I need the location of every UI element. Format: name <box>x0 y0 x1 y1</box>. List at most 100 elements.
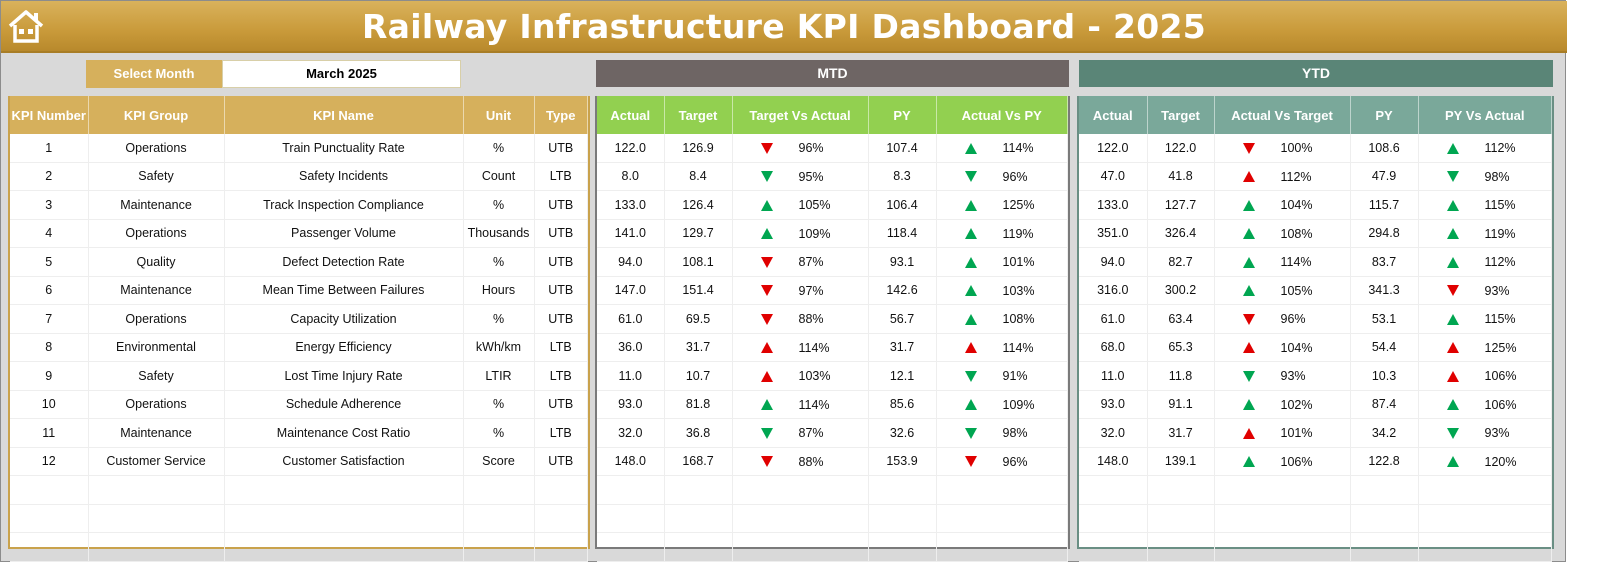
column-header: Actual <box>1079 96 1148 134</box>
table-row: 11 Maintenance Maintenance Cost Ratio% LTB <box>10 418 588 448</box>
kpi-type: LTB <box>534 333 588 362</box>
ytd-py <box>1350 532 1419 562</box>
table-row: 61.0 69.5 88% 56.7 108% <box>597 304 1068 334</box>
mtd-target <box>664 475 733 505</box>
table-row <box>597 532 1068 562</box>
triangle-up-icon <box>1446 142 1459 154</box>
kpi-type: UTB <box>534 304 588 334</box>
percent-value: 100% <box>1280 141 1313 156</box>
table-row: 36.0 31.7 114% 31.7 114% <box>597 333 1068 362</box>
table-row <box>1079 532 1552 562</box>
kpi-unit: % <box>463 304 535 334</box>
mtd-py: 56.7 <box>868 304 937 334</box>
kpi-type: LTB <box>534 361 588 391</box>
ytd-py: 53.1 <box>1350 304 1419 334</box>
home-icon[interactable] <box>7 8 45 44</box>
column-header: KPI Number <box>10 96 89 134</box>
triangle-up-icon <box>964 199 977 211</box>
month-selector[interactable]: March 2025 <box>222 60 461 88</box>
triangle-down-icon <box>760 456 773 468</box>
percent-value: 104% <box>1280 198 1313 213</box>
kpi-type: UTB <box>534 190 588 220</box>
mtd-actual: 36.0 <box>597 333 665 362</box>
kpi-number <box>10 504 89 533</box>
column-header: PY <box>1350 96 1419 134</box>
mtd-py: 32.6 <box>868 418 937 448</box>
ytd-target <box>1147 504 1215 533</box>
ytd-band: YTD <box>1079 60 1553 87</box>
ytd-table: Actual Target Actual Vs Target PY PY Vs Actu… <box>1077 96 1554 562</box>
ytd-avp <box>1418 532 1552 562</box>
kpi-group: Maintenance <box>88 190 225 220</box>
mtd-tva: 109% <box>732 219 869 248</box>
mtd-target: 69.5 <box>664 304 733 334</box>
percent-value: 108% <box>1280 226 1313 241</box>
table-row: 133.0 127.7 104% 115.7 115% <box>1079 190 1552 220</box>
kpi-name: Safety Incidents <box>224 162 464 191</box>
kpi-name: Lost Time Injury Rate <box>224 361 464 391</box>
mtd-tva: 114% <box>732 390 869 419</box>
kpi-name: Mean Time Between Failures <box>224 276 464 305</box>
table-row: 94.0 108.1 87% 93.1 101% <box>597 247 1068 277</box>
kpi-unit: % <box>463 247 535 277</box>
ytd-tva: 114% <box>1214 247 1351 277</box>
kpi-group: Customer Service <box>88 447 225 476</box>
percent-value: 112% <box>1484 255 1516 270</box>
table-row: 93.0 91.1 102% 87.4 106% <box>1079 390 1552 419</box>
percent-value: 102% <box>1280 397 1313 412</box>
ytd-tva: 105% <box>1214 276 1351 305</box>
mtd-py: 31.7 <box>868 333 937 362</box>
ytd-target: 41.8 <box>1147 162 1215 191</box>
ytd-tva: 104% <box>1214 190 1351 220</box>
table-row: 6 Maintenance Mean Time Between Failures Ho… <box>10 276 588 305</box>
triangle-up-icon <box>1446 342 1459 354</box>
kpi-number: 4 <box>10 219 89 248</box>
ytd-tva: 108% <box>1214 219 1351 248</box>
triangle-up-icon <box>1446 256 1459 268</box>
triangle-up-icon <box>760 228 773 240</box>
triangle-up-icon <box>1446 399 1459 411</box>
mtd-target: 108.1 <box>664 247 733 277</box>
kpi-group: Maintenance <box>88 276 225 305</box>
ytd-avp: 120% <box>1418 447 1552 476</box>
ytd-avp: 106% <box>1418 361 1552 391</box>
mtd-py: 142.6 <box>868 276 937 305</box>
mtd-avp: 108% <box>936 304 1068 334</box>
ytd-target: 122.0 <box>1147 134 1215 163</box>
triangle-down-icon <box>1242 370 1255 382</box>
mtd-target: 10.7 <box>664 361 733 391</box>
kpi-name: Defect Detection Rate <box>224 247 464 277</box>
ytd-py: 122.8 <box>1350 447 1419 476</box>
mtd-target: 81.8 <box>664 390 733 419</box>
table-row: 2 Safety Safety Incidents Count LTB <box>10 162 588 191</box>
triangle-up-icon <box>1242 399 1255 411</box>
table-row: 9 Safety Lost Time Injury Rate LTIR LTB <box>10 361 588 391</box>
mtd-target <box>664 532 733 562</box>
kpi-name: Energy Efficiency <box>224 333 464 362</box>
kpi-name <box>224 504 464 533</box>
table-row: 122.0 126.9 96% 107.4 114% <box>597 134 1068 163</box>
percent-value: 101% <box>1002 255 1035 270</box>
ytd-avp: 93% <box>1418 276 1552 305</box>
ytd-py <box>1350 475 1419 505</box>
triangle-down-icon <box>760 427 773 439</box>
kpi-name: Customer Satisfaction <box>224 447 464 476</box>
mtd-actual: 61.0 <box>597 304 665 334</box>
kpi-group: Operations <box>88 134 225 163</box>
percent-value: 125% <box>1484 340 1517 355</box>
mtd-actual: 147.0 <box>597 276 665 305</box>
table-row: 4 Operations Passenger Volume Thousands UTB <box>10 219 588 248</box>
mtd-actual: 93.0 <box>597 390 665 419</box>
percent-value: 114% <box>798 397 830 412</box>
mtd-avp: 103% <box>936 276 1068 305</box>
ytd-tva: 106% <box>1214 447 1351 476</box>
percent-value: 109% <box>798 226 831 241</box>
ytd-target: 31.7 <box>1147 418 1215 448</box>
ytd-tva: 101% <box>1214 418 1351 448</box>
triangle-up-icon <box>1242 456 1255 468</box>
ytd-avp <box>1418 475 1552 505</box>
mtd-actual <box>597 532 665 562</box>
kpi-name: Maintenance Cost Ratio <box>224 418 464 448</box>
percent-value: 103% <box>1002 283 1035 298</box>
kpi-group: Environmental <box>88 333 225 362</box>
